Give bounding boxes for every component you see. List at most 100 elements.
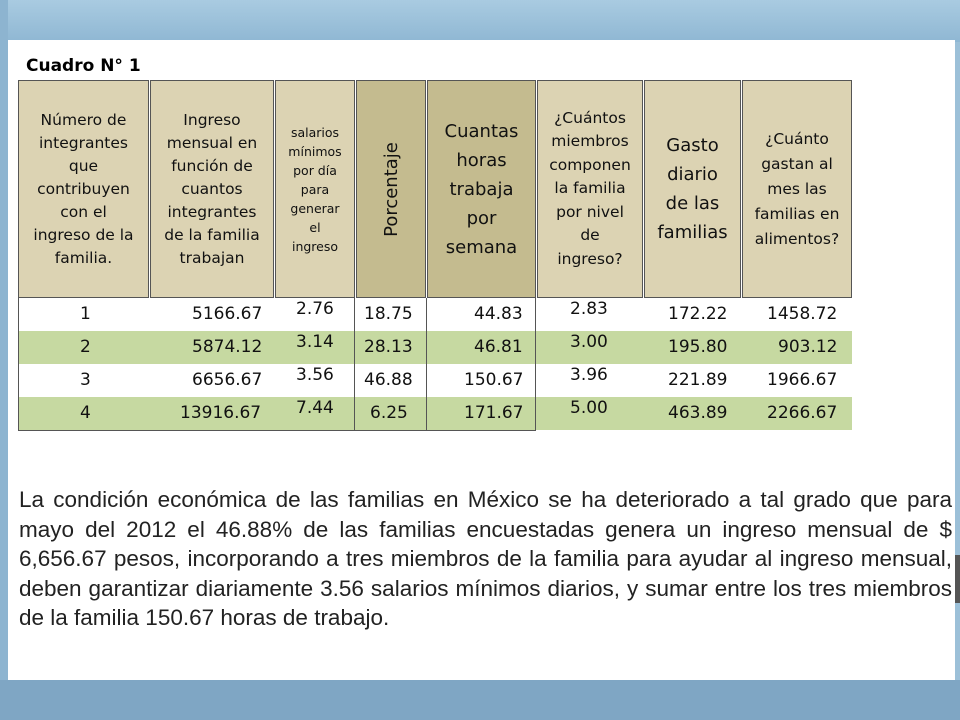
header-line: por [466, 207, 497, 229]
header-line: trabajan [179, 248, 245, 267]
body-paragraph: La condición económica de las familias e… [19, 487, 952, 630]
header-integrantes: Número de integrantes que contribuyen co… [18, 80, 149, 298]
row-border [535, 397, 536, 430]
cell-horas: 46.81 [474, 337, 523, 357]
header-line: ¿Cuántos [554, 108, 626, 127]
row-background [18, 397, 852, 430]
header-line: de las [665, 193, 720, 214]
row-border [354, 397, 355, 430]
header-porcentaje-label: Porcentaje [380, 141, 402, 237]
cell-n: 4 [80, 403, 91, 423]
cell-salarios: 2.76 [296, 299, 334, 319]
header-line: de [580, 226, 600, 245]
cell-horas: 171.67 [464, 403, 524, 423]
header-line: salarios [290, 124, 340, 140]
header-line: generar [290, 200, 340, 216]
header-line: mes las [767, 179, 827, 198]
table-row: 1 5166.67 2.76 18.75 44.83 2.83 172.22 1… [18, 298, 852, 331]
row-border [18, 331, 19, 364]
row-border [426, 298, 427, 331]
cell-salarios: 3.14 [296, 332, 334, 352]
cell-ingreso: 5874.12 [192, 337, 263, 357]
cell-n: 2 [80, 337, 91, 357]
row-border [535, 364, 536, 397]
header-salarios: salarios mínimos por día para generar el… [275, 80, 355, 298]
header-line: cuantos [181, 179, 243, 198]
header-line: ¿Cuánto [765, 129, 829, 148]
cell-alimentos: 1458.72 [767, 304, 838, 324]
cell-n: 3 [80, 370, 91, 390]
cell-gasto: 195.80 [668, 337, 728, 357]
table-body: 1 5166.67 2.76 18.75 44.83 2.83 172.22 1… [18, 298, 852, 431]
row-border [426, 364, 427, 397]
header-line: por nivel [556, 202, 624, 221]
header-line: alimentos? [754, 229, 840, 248]
header-line: para [300, 181, 330, 197]
header-line: horas [456, 149, 507, 171]
header-line: integrantes [167, 202, 257, 221]
cell-gasto: 221.89 [668, 370, 728, 390]
cell-miembros: 5.00 [570, 398, 608, 418]
row-border [535, 331, 536, 364]
header-line: ingreso? [557, 249, 623, 268]
header-line: trabaja [449, 178, 514, 200]
header-horas: Cuantas horas trabaja por semana [427, 80, 536, 298]
background-right-bar [955, 555, 960, 603]
header-line: familias [657, 222, 728, 243]
header-line: componen [549, 155, 631, 174]
cell-alimentos: 1966.67 [767, 370, 838, 390]
header-line: contribuyen [37, 179, 130, 198]
cell-porcentaje: 46.88 [364, 370, 413, 390]
cell-salarios: 7.44 [296, 398, 334, 418]
row-border [354, 331, 355, 364]
header-line: familias en [754, 204, 840, 223]
cell-alimentos: 903.12 [778, 337, 838, 357]
header-line: mínimos [288, 143, 342, 159]
row-border [354, 298, 355, 331]
cell-horas: 150.67 [464, 370, 524, 390]
cell-alimentos: 2266.67 [767, 403, 838, 423]
background-top [0, 0, 960, 42]
header-line: Número de [40, 110, 127, 129]
cell-gasto: 172.22 [668, 304, 728, 324]
row-background [18, 331, 852, 364]
cell-porcentaje: 6.25 [370, 403, 408, 423]
header-line: mensual en [166, 133, 258, 152]
header-line: integrantes [39, 133, 128, 152]
row-border [354, 364, 355, 397]
header-line: diario [667, 164, 718, 185]
cell-porcentaje: 18.75 [364, 304, 413, 324]
cell-ingreso: 6656.67 [192, 370, 263, 390]
header-line: ingreso [291, 238, 339, 254]
cell-miembros: 3.96 [570, 365, 608, 385]
header-line: con el [60, 202, 107, 221]
table-title: Cuadro N° 1 [26, 56, 141, 76]
row-border [426, 397, 427, 430]
header-line: el [309, 219, 321, 235]
cell-n: 1 [80, 304, 91, 324]
header-alimentos: ¿Cuánto gastan al mes las familias en al… [742, 80, 852, 298]
cell-porcentaje: 28.13 [364, 337, 413, 357]
header-porcentaje: Porcentaje [356, 80, 426, 298]
header-line: familia. [54, 248, 113, 267]
header-line: Gasto [666, 135, 719, 156]
cell-miembros: 2.83 [570, 299, 608, 319]
row-border [535, 298, 536, 331]
header-line: de la familia [164, 225, 260, 244]
table-bottom-border [18, 430, 536, 431]
header-line: por día [293, 162, 337, 178]
header-line: ingreso de la [33, 225, 134, 244]
header-line: Ingreso [183, 110, 241, 129]
header-line: semana [445, 236, 518, 258]
header-line: función de [171, 156, 253, 175]
header-miembros: ¿Cuántos miembros componen la familia po… [537, 80, 643, 298]
row-border [18, 397, 19, 430]
row-border [18, 298, 19, 331]
cell-salarios: 3.56 [296, 365, 334, 385]
row-border [426, 331, 427, 364]
header-line: Cuantas [444, 120, 519, 142]
table-row: 2 5874.12 3.14 28.13 46.81 3.00 195.80 9… [18, 331, 852, 364]
header-line: que [68, 156, 99, 175]
cell-gasto: 463.89 [668, 403, 728, 423]
table-row: 4 13916.67 7.44 6.25 171.67 5.00 463.89 … [18, 397, 852, 430]
